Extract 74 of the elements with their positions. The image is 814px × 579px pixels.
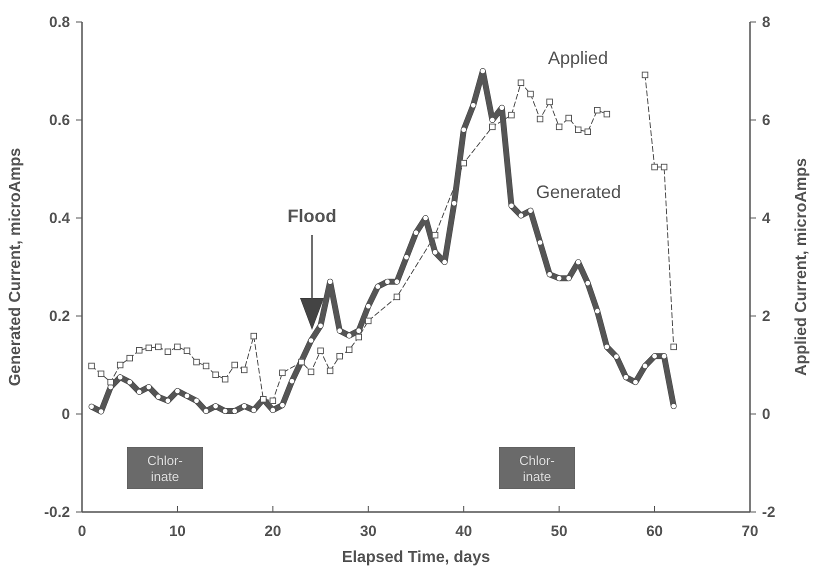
x-tick-label: 30 [360,523,377,540]
point [126,354,133,362]
point [432,232,438,238]
point [365,318,372,324]
point [518,80,524,86]
point [604,110,610,118]
point [460,160,467,166]
point [536,116,544,122]
x-tick-label: 40 [455,523,472,540]
y2-tick-label: 4 [762,210,771,227]
point [250,332,258,340]
annotation: Chlor- inate [147,453,183,484]
y-tick-label: 0.8 [49,14,70,31]
y-axis-title: Generated Current, microAmps [7,148,24,386]
point [240,366,248,374]
point [556,124,562,130]
y2-tick-label: 8 [762,14,770,31]
point [326,368,334,374]
point [574,126,582,134]
point [355,334,362,340]
point [231,362,238,368]
point [336,352,343,360]
y-tick-label: 0.2 [49,308,70,325]
point [594,106,601,114]
point [489,124,496,130]
point [193,358,200,366]
point [317,348,324,354]
series-label: Generated [536,182,622,202]
point [642,72,648,78]
point [212,372,219,378]
point [346,346,352,354]
point [527,90,534,98]
point [202,362,210,370]
point [107,378,114,386]
annotation: Flood [288,206,336,226]
series-label: Applied [548,48,608,68]
point [565,114,572,122]
point [651,164,658,170]
y-tick-label: 0.6 [49,112,70,129]
point [279,370,286,376]
y-tick-label: 0 [62,406,70,423]
y2-axis-title: Applied Current, microAmps [793,158,810,376]
x-tick-label: 10 [169,523,186,540]
point [546,98,553,106]
point [270,398,276,404]
x-tick-label: 50 [550,523,568,540]
point [508,112,515,118]
point [660,164,668,170]
x-tick-label: 0 [78,523,86,540]
y-tick-label: -0.2 [44,504,70,521]
y2-tick-label: 6 [762,112,770,129]
point [116,362,124,368]
annotation: Chlor- inate [519,453,555,484]
point [88,362,95,370]
point [146,344,152,352]
point [394,294,400,300]
point [670,344,677,350]
x-tick-label: 70 [742,523,758,540]
y2-tick-label: 2 [762,308,770,325]
point [184,348,190,354]
point [584,128,592,136]
point [98,370,104,378]
y-tick-label: 0.4 [49,210,71,227]
point [308,368,314,376]
point [136,347,143,354]
y2-tick-label: 0 [762,406,770,423]
x-tick-label: 20 [264,523,282,540]
point [164,348,172,356]
y2-tick-label: -2 [762,504,776,521]
x-tick-label: 60 [646,523,663,540]
point [174,344,181,350]
x-axis-title: Elapsed Time, days [342,549,490,566]
point [155,344,162,350]
point [222,376,228,382]
